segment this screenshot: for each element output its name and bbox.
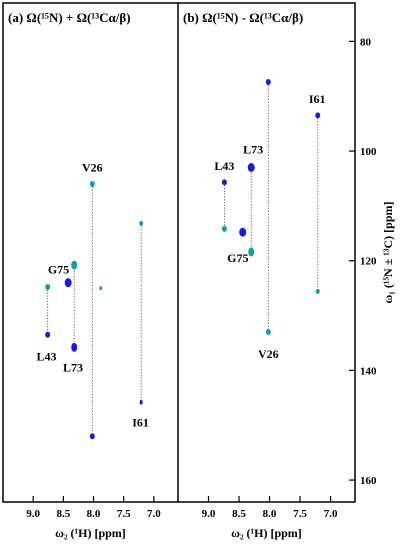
- residue-label: G75: [48, 262, 69, 276]
- panel-title: (a) Ω(¹⁵N) + Ω(¹³Cα/β): [8, 10, 131, 25]
- residue-label: G75: [227, 251, 248, 265]
- residue-label: I61: [309, 92, 326, 106]
- y-axis-title: ω₁ (¹⁵N ± ¹³C) [ppm]: [381, 201, 395, 303]
- peak: [64, 278, 72, 288]
- residue-label: L43: [214, 159, 234, 173]
- peak: [139, 220, 144, 226]
- x-tick-label: 9.0: [202, 508, 216, 520]
- y-tick-label: 80: [360, 36, 372, 48]
- peak: [45, 284, 51, 291]
- peak: [315, 112, 321, 119]
- x-tick-label: 8.0: [263, 508, 277, 520]
- residue-label: V26: [82, 161, 103, 175]
- residue-label: L73: [63, 361, 83, 375]
- y-tick-label: 160: [360, 475, 377, 487]
- peak: [99, 286, 103, 291]
- peak: [139, 399, 143, 405]
- x-tick-label: 8.0: [87, 508, 101, 520]
- x-axis-title: ω₂ (¹H) [ppm]: [231, 526, 302, 540]
- residue-label: L73: [243, 142, 263, 156]
- x-axis-title: ω₂ (¹H) [ppm]: [55, 526, 126, 540]
- peak: [71, 260, 78, 270]
- x-tick-label: 8.5: [56, 508, 70, 520]
- peak: [248, 247, 255, 257]
- residue-label: L43: [36, 350, 56, 364]
- residue-label: I61: [132, 415, 149, 429]
- peak: [315, 288, 320, 294]
- residue-label: V26: [258, 347, 279, 361]
- peak: [265, 329, 271, 336]
- x-tick-label: 7.5: [117, 508, 131, 520]
- panel-b: (b) Ω(¹⁵N) - Ω(¹³Cα/β) L43 L73 G75 V26 I61: [183, 10, 325, 361]
- peak: [221, 179, 227, 186]
- plot-frame: [2, 2, 356, 503]
- panel-title: (b) Ω(¹⁵N) - Ω(¹³Cα/β): [183, 10, 303, 25]
- x-tick-label: 7.0: [147, 508, 161, 520]
- x-tick-label: 8.5: [232, 508, 246, 520]
- peak: [89, 433, 95, 440]
- x-tick-label: 7.5: [293, 508, 307, 520]
- y-tick-label: 140: [360, 365, 377, 377]
- peak: [71, 342, 78, 352]
- peak: [265, 78, 271, 85]
- y-tick-label: 120: [360, 256, 377, 268]
- panel-a: (a) Ω(¹⁵N) + Ω(¹³Cα/β) V26 G75 L43 L73 I61: [8, 10, 149, 440]
- x-tick-label: 9.0: [26, 508, 40, 520]
- peak: [239, 227, 247, 237]
- y-tick-label: 100: [360, 146, 377, 158]
- x-tick-label: 7.0: [324, 508, 338, 520]
- peak: [45, 331, 51, 338]
- peak: [221, 225, 227, 232]
- peak: [89, 180, 95, 187]
- peak: [247, 163, 255, 173]
